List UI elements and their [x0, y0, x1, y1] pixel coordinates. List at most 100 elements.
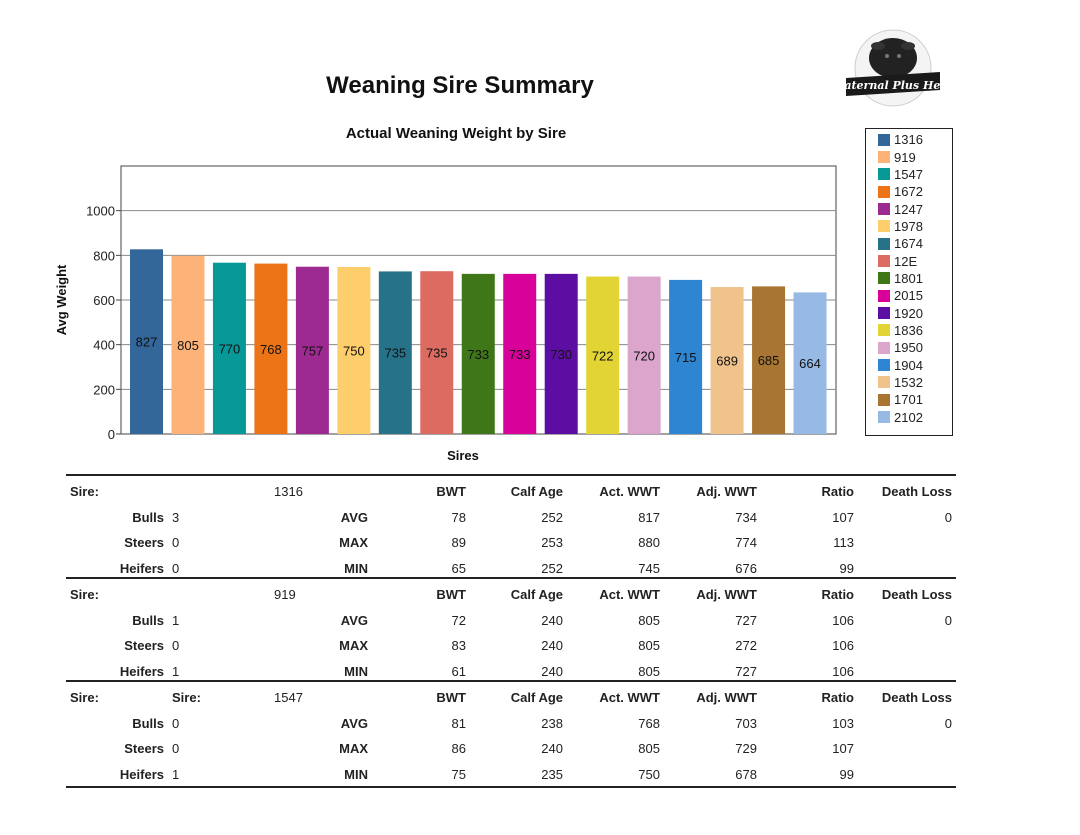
legend-label: 1532 — [894, 374, 923, 390]
stat-row: Bulls 1 AVG 72 240 805 727 106 0 — [66, 609, 956, 635]
col-header-calf-age: Calf Age — [510, 484, 563, 499]
bar — [710, 287, 744, 434]
stat-row: Steers 0 MAX 89 253 880 774 113 — [66, 531, 956, 557]
sire-block: Sire: Sire: 1547 BWT Calf Age Act. WWT Adj. WW… — [66, 680, 956, 788]
legend-label: 1672 — [894, 184, 923, 200]
bar — [130, 249, 163, 434]
col-header-adj-wwt: Adj. WWT — [696, 690, 757, 705]
data-label: 768 — [260, 342, 282, 357]
legend-item: 1920 — [878, 304, 952, 321]
death-loss-value: 0 — [944, 612, 952, 628]
stat-row: Bulls 0 AVG 81 238 768 703 103 0 — [66, 712, 956, 738]
stat-row: Steers 0 MAX 83 240 805 272 106 — [66, 634, 956, 660]
stat-label: MAX — [339, 638, 368, 653]
ratio-value: 107 — [832, 509, 854, 525]
col-header-adj-wwt: Adj. WWT — [696, 587, 757, 602]
chart-title: Actual Weaning Weight by Sire — [345, 125, 567, 142]
legend-label: 1547 — [894, 166, 923, 182]
legend-swatch — [878, 272, 890, 285]
col-header-act-wwt: Act. WWT — [599, 587, 660, 602]
data-label: 720 — [633, 348, 655, 363]
sire-label-secondary: Sire: — [172, 690, 201, 705]
y-tick-label: 800 — [93, 248, 115, 263]
data-label: 685 — [758, 353, 780, 368]
stat-label: AVG — [340, 715, 368, 731]
legend-label: 1950 — [894, 340, 923, 356]
sex-count: 0 — [172, 638, 180, 653]
bar — [171, 255, 205, 434]
bwt-value: 72 — [451, 612, 466, 628]
bar — [503, 273, 537, 434]
sex-label: Steers — [124, 638, 164, 653]
bar — [295, 266, 329, 434]
data-label: 733 — [509, 347, 531, 362]
calf-age-value: 252 — [541, 509, 563, 525]
sex-count: 1 — [172, 612, 180, 628]
legend-item: 1978 — [878, 218, 952, 235]
act-wwt-value: 805 — [638, 638, 660, 653]
bwt-value: 81 — [451, 715, 466, 731]
legend-label: 1674 — [894, 236, 923, 252]
ratio-value: 103 — [832, 715, 854, 731]
legend-swatch — [878, 185, 890, 198]
bar — [752, 286, 786, 434]
ratio-value: 106 — [832, 638, 854, 653]
sire-header-row: Sire: 1316 BWT Calf Age Act. WWT Adj. WWT Rati… — [66, 480, 956, 506]
data-label: 757 — [302, 343, 324, 358]
ratio-value: 113 — [833, 535, 854, 550]
ratio-value: 107 — [832, 741, 854, 756]
legend-swatch — [878, 341, 890, 354]
data-label: 722 — [592, 348, 614, 363]
bar-chart: 0 200 400 600 800 1000 827 805 770 768 757 750 735 73… — [54, 165, 837, 463]
adj-wwt-value: 729 — [735, 741, 757, 756]
stat-row: Heifers 0 MIN 65 252 745 676 99 — [66, 557, 956, 583]
data-label: 770 — [219, 341, 241, 356]
sire-id: 1316 — [274, 484, 303, 499]
col-header-ratio: Ratio — [821, 587, 855, 602]
legend-swatch — [878, 237, 890, 250]
adj-wwt-value: 703 — [735, 715, 757, 731]
legend-label: 1701 — [894, 392, 923, 408]
ratio-value: 99 — [839, 766, 854, 782]
sex-label: Steers — [124, 741, 164, 756]
col-header-death-loss: Death Loss — [881, 484, 952, 499]
calf-age-value: 252 — [541, 560, 563, 576]
calf-age-value: 240 — [541, 741, 563, 756]
sex-label: Steers — [124, 535, 164, 550]
legend-item: 919 — [878, 148, 952, 165]
col-header-bwt: BWT — [436, 484, 466, 499]
legend-swatch — [878, 376, 890, 389]
calf-age-value: 240 — [541, 612, 563, 628]
legend-item: 1672 — [878, 183, 952, 200]
legend-item: 1316 — [878, 131, 952, 148]
bar — [337, 266, 371, 434]
ratio-value: 106 — [832, 663, 854, 679]
stat-row: Heifers 1 MIN 61 240 805 727 106 — [66, 660, 956, 686]
legend-swatch — [878, 324, 890, 337]
bwt-value: 86 — [451, 741, 466, 756]
bwt-value: 65 — [451, 560, 466, 576]
data-label: 827 — [136, 335, 158, 350]
sex-count: 3 — [172, 509, 180, 525]
legend-label: 2015 — [894, 288, 923, 304]
col-header-bwt: BWT — [436, 587, 466, 602]
legend-swatch — [878, 255, 890, 268]
death-loss-value: 0 — [944, 715, 952, 731]
sire-header-row: Sire: Sire: 1547 BWT Calf Age Act. WWT Adj. WW… — [66, 686, 956, 712]
x-axis-label: Sires — [447, 448, 479, 463]
legend-swatch — [878, 411, 890, 424]
adj-wwt-value: 678 — [735, 766, 757, 782]
sex-count: 0 — [172, 535, 180, 550]
legend-item: 1532 — [878, 374, 952, 391]
data-label: 664 — [799, 356, 821, 371]
legend-item: 1701 — [878, 391, 952, 408]
sex-count: 1 — [172, 766, 180, 782]
bar — [627, 276, 661, 434]
bwt-value: 83 — [451, 638, 466, 653]
sex-count: 0 — [172, 560, 180, 576]
legend-label: 1316 — [894, 132, 923, 148]
legend-item: 2015 — [878, 287, 952, 304]
legend-label: 919 — [894, 149, 916, 165]
bar — [669, 279, 703, 434]
legend-label: 1978 — [894, 218, 923, 234]
